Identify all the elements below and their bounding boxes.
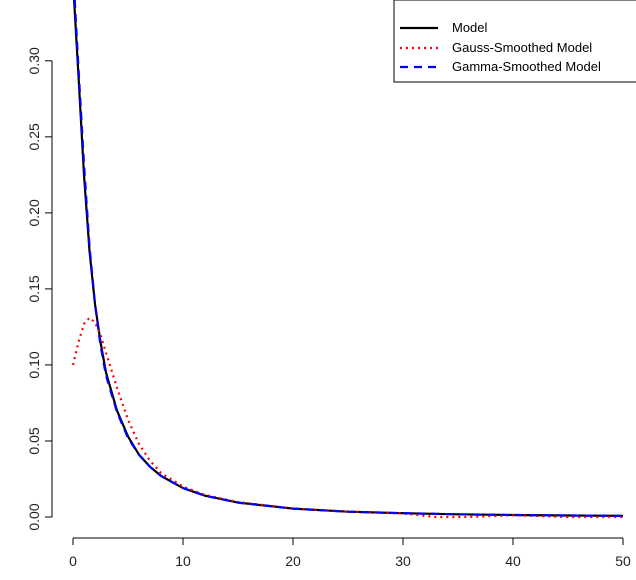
- legend-box: [393, 0, 636, 83]
- y-tick-label: 0.25: [26, 123, 42, 150]
- plot-lines: [71, 0, 624, 519]
- y-tick-label: 0.15: [26, 275, 42, 302]
- y-tick-label: 0.05: [26, 427, 42, 454]
- series-line-gauss: [71, 316, 623, 519]
- y-tick-label: 0.30: [26, 47, 42, 74]
- x-tick-label: 40: [505, 553, 521, 569]
- y-tick-label: 0.20: [26, 199, 42, 226]
- x-tick-label: 50: [615, 553, 631, 569]
- series-line-model: [73, 0, 624, 517]
- y-tick-label: 0.00: [26, 503, 42, 530]
- y-tick-label: 0.10: [26, 351, 42, 378]
- x-tick-label: 30: [395, 553, 411, 569]
- legend-label-gauss: Gauss-Smoothed Model: [452, 40, 592, 55]
- x-tick-label: 10: [175, 553, 191, 569]
- legend-label-gamma: Gamma-Smoothed Model: [452, 59, 601, 74]
- legend: Model Gauss-Smoothed Model Gamma-Smoothe…: [393, 0, 636, 83]
- x-tick-label: 20: [285, 553, 301, 569]
- x-axis-ticks: 0 10 20 30 40 50: [69, 538, 631, 569]
- x-tick-label: 0: [69, 553, 77, 569]
- y-axis-ticks: 0.00 0.05 0.10 0.15 0.20 0.25 0.30: [26, 47, 52, 531]
- legend-label-model: Model: [452, 20, 488, 35]
